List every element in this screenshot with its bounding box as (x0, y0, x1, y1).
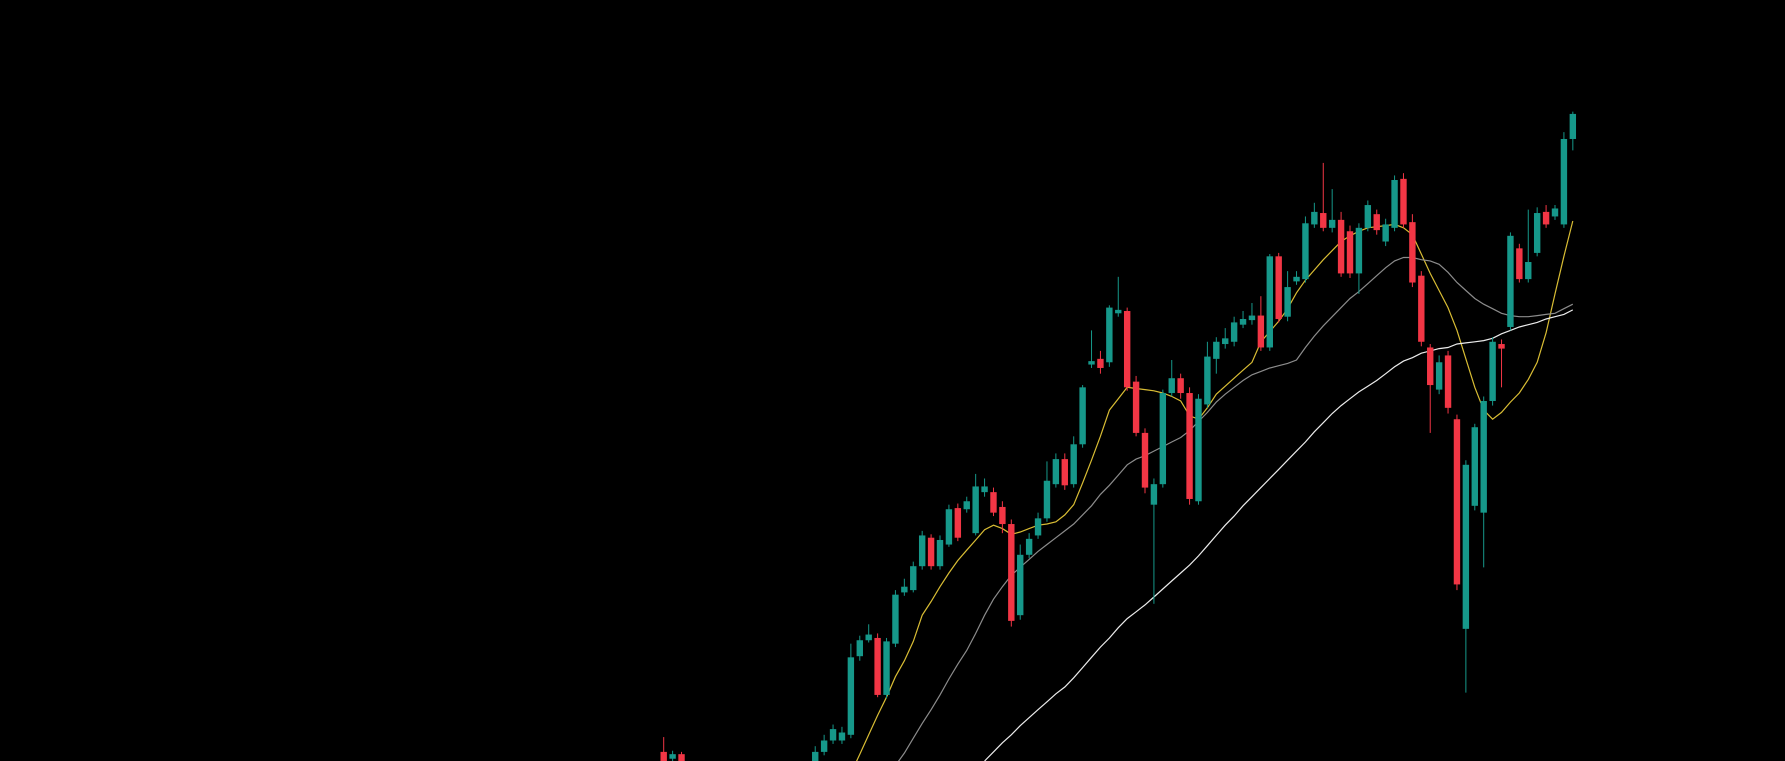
candle-body (1498, 344, 1505, 349)
candle-body (1239, 318, 1247, 325)
candle-body (1364, 205, 1372, 228)
candle-body (918, 535, 926, 567)
candle-body (812, 751, 819, 761)
candle-body (1159, 393, 1167, 485)
candle-body (856, 640, 863, 657)
candle-body (936, 539, 944, 567)
candle-body (1551, 208, 1559, 217)
moving-average-line (856, 220, 1574, 761)
candle-body (1052, 459, 1060, 485)
candle-body (1266, 256, 1273, 348)
candle-body (1177, 378, 1184, 394)
candle-body (1008, 524, 1015, 621)
candle-body (1230, 322, 1238, 342)
candle-body (1373, 214, 1380, 231)
candle-body (954, 508, 962, 538)
candle-body (1525, 262, 1532, 280)
candle-body (1248, 315, 1256, 321)
candle-body (1106, 307, 1113, 363)
candle-body (678, 754, 685, 761)
candle-body (1150, 484, 1158, 505)
candle-body (1480, 401, 1487, 513)
candle-body (1302, 223, 1309, 280)
candle-body (1516, 248, 1523, 280)
candle-body (1141, 432, 1149, 488)
candle-body (1097, 358, 1104, 368)
candle-body (1025, 538, 1033, 555)
candle-body (963, 501, 970, 510)
candle-body (1435, 362, 1443, 390)
candle-body (669, 754, 676, 759)
candle-body (1204, 356, 1211, 405)
candle-body (883, 641, 890, 695)
candle-body (838, 732, 846, 741)
candle-body (1328, 219, 1336, 228)
candle-body (874, 637, 881, 695)
candle-body (1453, 419, 1461, 585)
candle-body (1257, 315, 1265, 348)
candle-body (1186, 393, 1193, 499)
candle-body (1489, 341, 1496, 402)
candle-body (1337, 219, 1345, 274)
candle-body (990, 492, 997, 513)
candle-body (1123, 311, 1131, 388)
candle-body (999, 506, 1006, 525)
candle-body (1462, 464, 1470, 629)
candle-body (1115, 309, 1122, 314)
candle-body (1284, 287, 1291, 317)
candle-body (1542, 211, 1550, 225)
candle-body (1088, 361, 1095, 365)
candle-body (1391, 179, 1398, 228)
candle-body (1079, 387, 1086, 445)
candle-body (820, 740, 828, 752)
candle-body (1222, 338, 1229, 345)
candle-body (1533, 213, 1541, 253)
candle-body (1418, 275, 1425, 342)
candle-body (660, 751, 667, 761)
candle-body (1409, 222, 1416, 283)
candle-body (1195, 398, 1202, 502)
candle-body (865, 634, 872, 641)
candle-body (1382, 224, 1389, 242)
candle-body (1471, 427, 1478, 506)
candle-body (1427, 347, 1434, 386)
candle-body (1043, 480, 1051, 519)
candle-body (1560, 138, 1568, 225)
candle-body (1017, 554, 1024, 616)
candle-body (1034, 518, 1042, 536)
candle-body (1168, 378, 1175, 394)
candle-body (847, 657, 855, 735)
candle-body (1320, 213, 1327, 228)
candle-body (1400, 178, 1407, 225)
candle-body (829, 729, 837, 741)
candle-body (1070, 444, 1077, 485)
candle-body (1275, 256, 1282, 319)
candle-body (1061, 459, 1068, 486)
candle-body (927, 537, 935, 567)
candle-body (1132, 381, 1140, 433)
candle-body (1293, 276, 1300, 282)
candle-body (1355, 227, 1363, 274)
candle-body (910, 566, 917, 591)
candle-body (1507, 235, 1514, 327)
candle-body (892, 594, 899, 644)
candle-body (1311, 211, 1318, 225)
candle-body (1213, 341, 1220, 359)
moving-average-line (984, 309, 1574, 761)
candle-body (981, 486, 988, 493)
candle-body (901, 586, 908, 593)
candle-body (1569, 113, 1577, 139)
candle-body (1346, 231, 1354, 274)
candle-body (945, 509, 953, 545)
candle-body (972, 486, 979, 534)
candle-body (1444, 355, 1452, 408)
